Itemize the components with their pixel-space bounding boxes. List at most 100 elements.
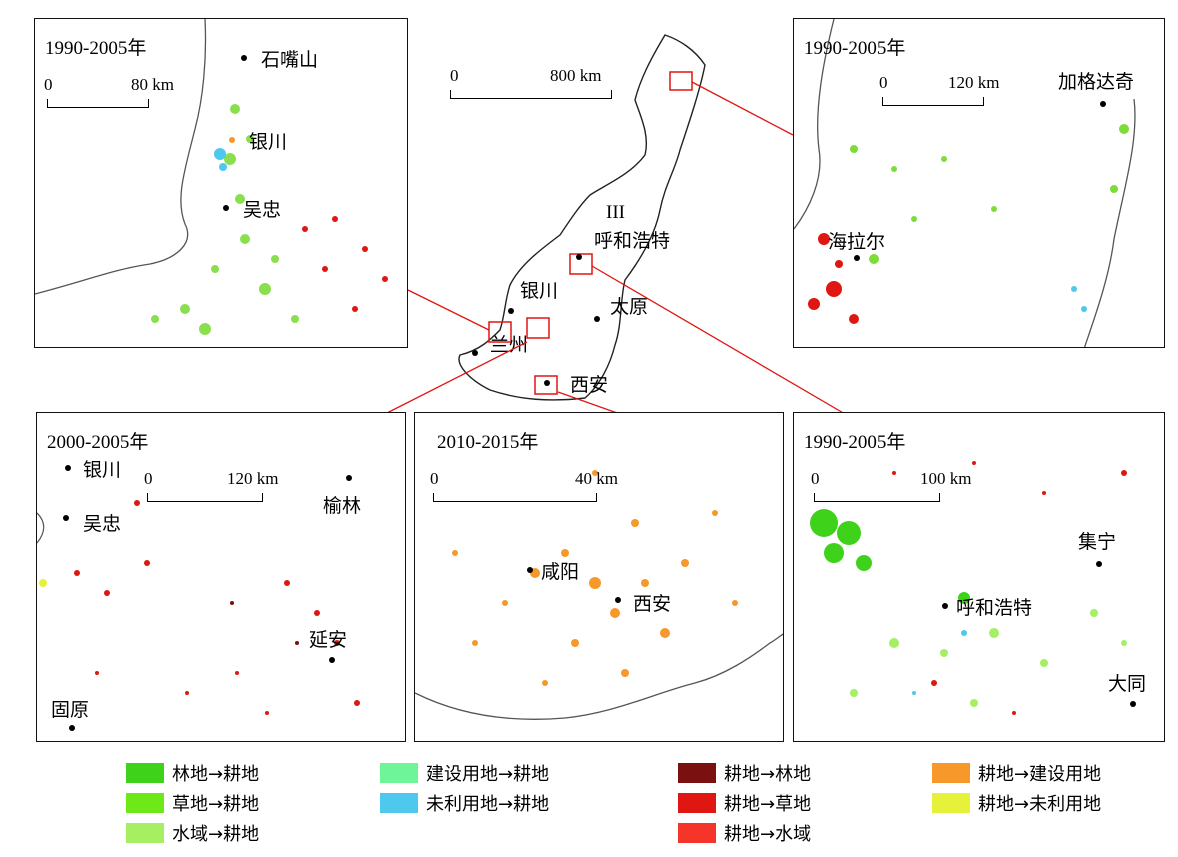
- legend-swatch: [678, 823, 716, 843]
- city-label: 大同: [1108, 673, 1147, 695]
- scale-end: 120 km: [227, 469, 279, 488]
- legend-label: 草地→耕地: [172, 794, 260, 815]
- scale-bar: 0 40 km: [430, 469, 653, 509]
- city-label: 银川: [520, 280, 559, 302]
- panel-period: 1990-2005年: [804, 432, 906, 453]
- scale-start: 0: [144, 469, 153, 488]
- city-label: 太原: [610, 296, 649, 318]
- legend-label: 林地→耕地: [172, 764, 260, 785]
- panel-period: 2010-2015年: [437, 432, 539, 453]
- legend-swatch: [932, 793, 970, 813]
- scale-start: 0: [430, 469, 439, 488]
- legend-swatch: [380, 793, 418, 813]
- city-marker: [65, 465, 71, 471]
- legend-label: 未利用地→耕地: [426, 794, 550, 815]
- city-marker: [1130, 701, 1136, 707]
- city-marker: [223, 205, 229, 211]
- city-marker: [576, 254, 582, 260]
- xian-map-graphic: [415, 470, 783, 720]
- legend: 林地→耕地 草地→耕地 水域→耕地 建设用地→耕地 未利用地→耕地 耕地→林地 …: [0, 760, 1178, 855]
- city-label: 吴忠: [83, 513, 122, 535]
- overview-map: 0 800 km III 呼和浩特 银川 太原 兰州 西安: [410, 20, 790, 410]
- scale-bar: 0 120 km: [144, 469, 297, 509]
- scale-start: 0: [44, 75, 53, 94]
- city-label: 加格达奇: [1058, 71, 1135, 93]
- legend-swatch: [126, 763, 164, 783]
- scale-end: 100 km: [920, 469, 972, 488]
- legend-item: 耕地→水域: [678, 822, 812, 845]
- panel-period: 1990-2005年: [45, 38, 147, 59]
- scale-end: 40 km: [575, 469, 618, 488]
- map-panel-xian: 2010-2015年 0 40 km 咸阳 西安: [414, 412, 784, 742]
- legend-label: 耕地→未利用地: [978, 794, 1102, 815]
- city-label: 吴忠: [243, 199, 282, 221]
- city-label: 咸阳: [541, 561, 580, 583]
- legend-item: 耕地→林地: [678, 762, 812, 785]
- city-label: 集宁: [1078, 531, 1117, 553]
- legend-swatch: [678, 763, 716, 783]
- scale-bar: 0 800 km: [450, 66, 620, 106]
- city-marker: [346, 475, 352, 481]
- city-label: 兰州: [490, 334, 529, 356]
- city-marker: [329, 657, 335, 663]
- scale-start: 0: [879, 73, 888, 92]
- city-marker: [854, 255, 860, 261]
- ningxia-map-graphic: [35, 19, 388, 335]
- hohhot-map-graphic: [810, 461, 1127, 715]
- city-marker: [508, 308, 514, 314]
- city-marker: [241, 55, 247, 61]
- legend-label: 耕地→建设用地: [978, 764, 1102, 785]
- scale-start: 0: [450, 66, 459, 85]
- legend-label: 耕地→林地: [724, 764, 812, 785]
- panel-period: 2000-2005年: [47, 432, 149, 453]
- city-marker: [527, 567, 533, 573]
- city-marker: [544, 380, 550, 386]
- legend-label: 耕地→水域: [724, 824, 812, 845]
- city-marker: [1100, 101, 1106, 107]
- city-label: 呼和浩特: [956, 597, 1033, 619]
- city-label: 银川: [249, 131, 288, 153]
- map-panel-hulunbuir: 1990-2005年 0 120 km 加格达奇 海拉尔: [793, 18, 1165, 348]
- scale-bar: 0 100 km: [811, 469, 1004, 509]
- map-panel-ningxia: 1990-2005年 0 80 km 石嘴山 银川 吴忠: [34, 18, 408, 348]
- legend-swatch: [126, 793, 164, 813]
- legend-item: 建设用地→耕地: [380, 762, 550, 785]
- map-panel-hohhot: 1990-2005年 0 100 km 集宁 呼和浩特 大同: [793, 412, 1165, 742]
- legend-label: 建设用地→耕地: [426, 764, 550, 785]
- legend-swatch: [678, 793, 716, 813]
- city-label: 西安: [633, 593, 672, 615]
- city-marker: [229, 137, 235, 143]
- region-label: III: [606, 202, 625, 223]
- legend-item: 耕地→草地: [678, 792, 811, 815]
- city-label: 石嘴山: [261, 49, 319, 71]
- legend-item: 耕地→建设用地: [932, 762, 1102, 785]
- panel-period: 1990-2005年: [804, 38, 906, 59]
- shaanbei-map-graphic: [37, 500, 360, 715]
- legend-swatch: [380, 763, 418, 783]
- city-marker: [615, 597, 621, 603]
- scale-bar: 0 80 km: [44, 75, 174, 115]
- scale-end: 800 km: [550, 66, 602, 85]
- legend-swatch: [932, 763, 970, 783]
- scale-end: 80 km: [131, 75, 174, 94]
- city-marker: [1096, 561, 1102, 567]
- legend-item: 未利用地→耕地: [380, 792, 550, 815]
- legend-label: 水域→耕地: [172, 824, 260, 845]
- map-panel-shaanbei: 2000-2005年 0 120 km 银川 吴忠 榆林 延安 固原: [36, 412, 406, 742]
- city-label: 榆林: [323, 495, 362, 517]
- city-label: 固原: [51, 699, 90, 721]
- legend-item: 耕地→未利用地: [932, 792, 1102, 815]
- city-label: 银川: [83, 459, 122, 481]
- legend-swatch: [126, 823, 164, 843]
- legend-item: 林地→耕地: [126, 762, 260, 785]
- city-marker: [472, 350, 478, 356]
- city-label: 西安: [570, 374, 609, 396]
- legend-item: 草地→耕地: [126, 792, 260, 815]
- scale-end: 120 km: [948, 73, 1000, 92]
- scale-start: 0: [811, 469, 820, 488]
- city-marker: [69, 725, 75, 731]
- legend-item: 水域→耕地: [126, 822, 260, 845]
- city-label: 海拉尔: [828, 231, 886, 253]
- city-label: 延安: [309, 629, 348, 651]
- city-label: 呼和浩特: [594, 230, 671, 252]
